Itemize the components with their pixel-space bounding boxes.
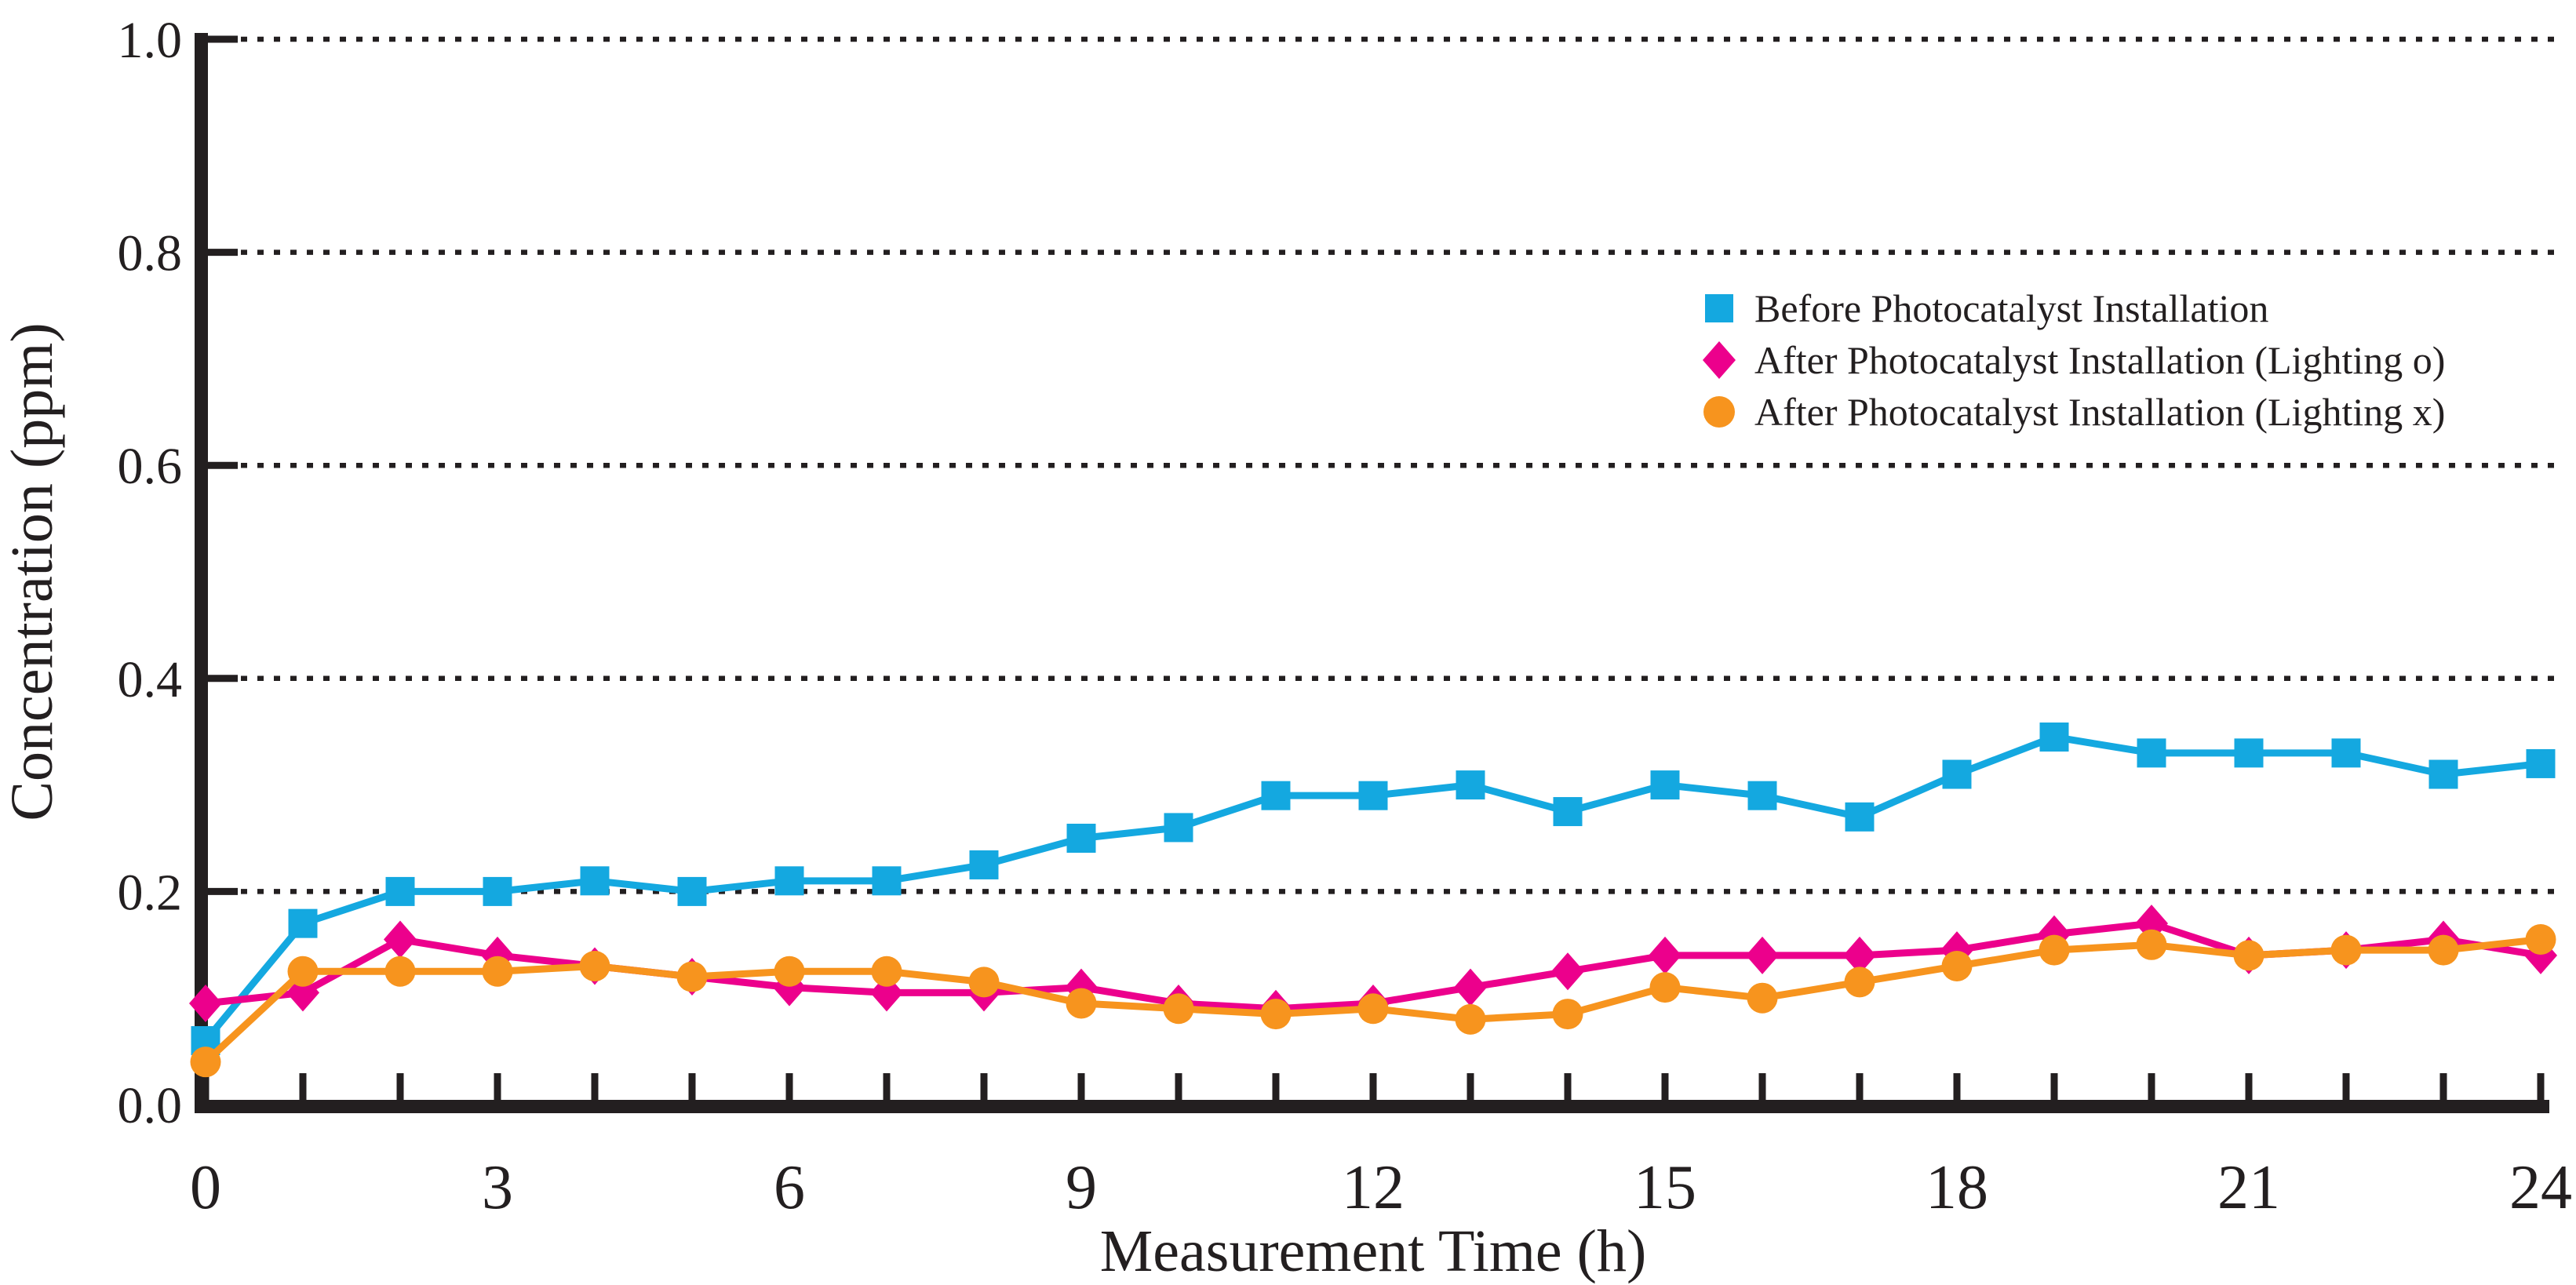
- data-point-2-h4: [579, 950, 610, 981]
- data-point-0-h6: [774, 866, 804, 896]
- data-point-0-h5: [677, 876, 707, 906]
- data-point-2-h12: [1357, 993, 1389, 1025]
- data-point-2-h0: [190, 1047, 221, 1078]
- data-point-0-h14: [1553, 797, 1583, 827]
- x-tick-label: 0: [190, 1153, 221, 1222]
- data-point-1-h2: [384, 920, 417, 959]
- data-point-2-h6: [774, 956, 805, 987]
- data-point-0-h22: [2331, 738, 2361, 768]
- data-point-1-h14: [1551, 952, 1584, 991]
- data-point-0-h16: [1747, 781, 1777, 810]
- data-point-0-h13: [1456, 770, 1485, 800]
- legend-label: After Photocatalyst Installation (Lighti…: [1754, 338, 2446, 382]
- data-point-2-h7: [871, 956, 902, 987]
- data-point-2-h5: [676, 961, 708, 992]
- data-point-0-h15: [1650, 770, 1680, 800]
- data-point-0-h7: [872, 866, 902, 896]
- data-point-2-h22: [2330, 934, 2362, 966]
- data-point-2-h11: [1260, 999, 1292, 1030]
- data-point-0-h8: [969, 850, 999, 879]
- y-tick-label: 0.8: [118, 225, 183, 282]
- x-axis-title: Measurement Time (h): [1100, 1218, 1647, 1284]
- data-point-0-h24: [2526, 748, 2556, 778]
- circle-marker-icon: [1701, 395, 1737, 428]
- data-point-2-h2: [384, 956, 416, 987]
- legend-item: After Photocatalyst Installation (Lighti…: [1701, 334, 2445, 386]
- x-tick-label: 12: [1342, 1153, 1405, 1222]
- data-point-2-h20: [2136, 929, 2167, 960]
- data-point-0-h23: [2428, 759, 2458, 789]
- data-point-2-h19: [2039, 934, 2070, 966]
- data-point-1-h15: [1649, 936, 1682, 974]
- data-point-2-h18: [1941, 950, 1973, 981]
- y-tick-label: 0.2: [118, 864, 183, 921]
- data-point-1-h13: [1454, 968, 1487, 1007]
- data-point-0-h12: [1358, 781, 1388, 810]
- data-point-2-h17: [1844, 966, 1875, 998]
- data-point-2-h16: [1747, 982, 1778, 1014]
- data-point-1-h0: [189, 984, 222, 1022]
- data-point-1-h16: [1746, 936, 1779, 974]
- x-tick-label: 18: [1926, 1153, 1988, 1222]
- data-point-0-h17: [1845, 802, 1875, 832]
- diamond-marker-icon: [1701, 340, 1737, 380]
- x-axis-spine: [195, 1100, 2549, 1113]
- data-point-0-h19: [2039, 722, 2069, 752]
- data-point-0-h9: [1066, 824, 1096, 853]
- y-tick-label: 0.6: [118, 438, 183, 495]
- x-tick-label: 3: [482, 1153, 513, 1222]
- data-point-2-h24: [2525, 924, 2556, 956]
- y-axis-title: Concentration (ppm): [0, 322, 65, 821]
- data-point-0-h11: [1261, 781, 1291, 810]
- data-point-2-h13: [1455, 1003, 1486, 1035]
- x-tick-label: 24: [2509, 1153, 2572, 1222]
- data-point-0-h21: [2234, 738, 2264, 768]
- data-point-0-h18: [1942, 759, 1972, 789]
- plot-area: 0.0 0.2 0.4 0.6 0.8 1.0 0 3 6 9 12 15 18 21 24: [118, 12, 2573, 1222]
- legend-item: After Photocatalyst Installation (Lighti…: [1701, 386, 2445, 438]
- legend-label: After Photocatalyst Installation (Lighti…: [1754, 390, 2446, 434]
- x-tick-label: 15: [1634, 1153, 1696, 1222]
- data-point-2-h1: [287, 956, 319, 987]
- data-point-1-h17: [1843, 936, 1876, 974]
- y-tick-label: 0.4: [118, 651, 183, 708]
- data-point-0-h2: [385, 876, 415, 906]
- data-point-0-h3: [483, 876, 512, 906]
- data-point-2-h10: [1163, 993, 1194, 1025]
- x-tick-label: 6: [774, 1153, 805, 1222]
- data-point-0-h4: [580, 866, 610, 896]
- square-marker-icon: [1701, 293, 1737, 323]
- data-point-2-h14: [1552, 999, 1583, 1030]
- data-point-2-h8: [968, 966, 1000, 998]
- data-point-2-h9: [1066, 988, 1097, 1019]
- y-axis-spine: [195, 33, 208, 1113]
- data-point-2-h23: [2428, 934, 2459, 966]
- legend: Before Photocatalyst Installation After …: [1701, 282, 2445, 438]
- legend-item: Before Photocatalyst Installation: [1701, 282, 2445, 334]
- data-point-2-h3: [482, 956, 513, 987]
- data-point-2-h21: [2233, 940, 2264, 971]
- y-tick-label: 1.0: [118, 12, 183, 69]
- x-tick-label: 9: [1066, 1153, 1097, 1222]
- data-point-0-h20: [2137, 738, 2166, 768]
- x-tick-label: 21: [2217, 1153, 2280, 1222]
- y-tick-label: 0.0: [118, 1077, 183, 1134]
- legend-label: Before Photocatalyst Installation: [1754, 286, 2269, 330]
- data-point-0-h1: [288, 908, 318, 938]
- data-point-0-h10: [1164, 813, 1193, 843]
- data-point-2-h15: [1649, 972, 1681, 1003]
